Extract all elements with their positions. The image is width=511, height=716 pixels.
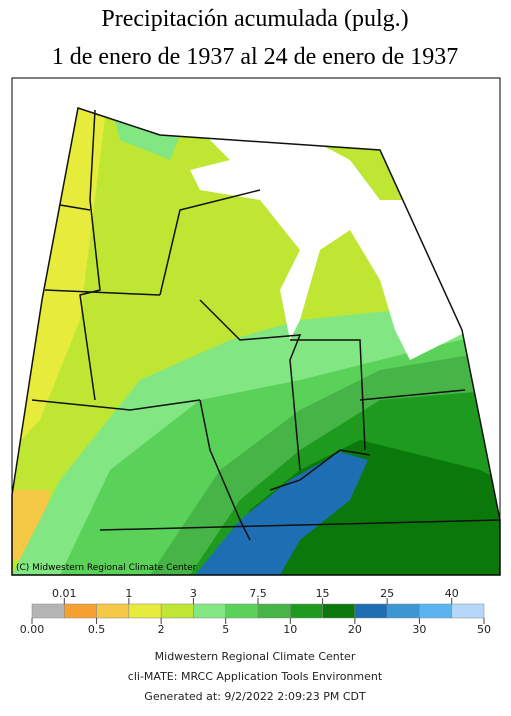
legend-swatch <box>64 603 97 619</box>
legend-swatch <box>290 603 323 619</box>
footer-line: Generated at: 9/2/2022 2:09:23 PM CDT <box>144 690 366 703</box>
legend-swatch <box>128 603 162 619</box>
map-frame <box>11 77 501 576</box>
legend-label: 3 <box>190 587 197 600</box>
legend-label: 0.00 <box>20 623 45 636</box>
subtitle: 1 de enero de 1937 al 24 de enero de 193… <box>52 44 459 70</box>
legend-swatch <box>225 603 259 619</box>
legend-label: 15 <box>316 587 330 600</box>
footer-line: Midwestern Regional Climate Center <box>155 650 356 663</box>
legend-swatch <box>160 603 194 619</box>
legend-label: 20 <box>348 623 362 636</box>
legend-swatch <box>31 603 65 619</box>
legend-swatch <box>96 603 130 619</box>
legend-swatch <box>354 603 388 619</box>
legend-swatch <box>419 603 452 619</box>
legend-swatch <box>451 603 485 619</box>
legend-swatch <box>193 603 226 619</box>
legend-label: 25 <box>380 587 394 600</box>
legend-label: 5 <box>222 623 229 636</box>
credit: (C) Midwestern Regional Climate Center <box>16 563 197 573</box>
legend-label: 30 <box>412 623 426 636</box>
map: (C) Midwestern Regional Climate Center <box>11 77 501 576</box>
legend-label: 1 <box>125 587 132 600</box>
legend-label: 10 <box>283 623 297 636</box>
legend-label: 40 <box>445 587 459 600</box>
legend-label: 50 <box>477 623 491 636</box>
legend-label: 0.5 <box>88 623 106 636</box>
legend-label: 0.01 <box>52 587 77 600</box>
footer-line: cli-MATE: MRCC Application Tools Environ… <box>128 670 383 683</box>
legend-swatch <box>322 603 356 619</box>
legend-swatch <box>386 603 420 619</box>
legend-swatch <box>257 603 291 619</box>
legend: 0.00 0.01 0.5 1 2 3 5 7.5 10 15 20 25 30 40 50 <box>20 587 491 636</box>
title: Precipitación acumulada (pulg.) <box>101 6 408 32</box>
legend-label: 7.5 <box>249 587 267 600</box>
legend-label: 2 <box>158 623 165 636</box>
